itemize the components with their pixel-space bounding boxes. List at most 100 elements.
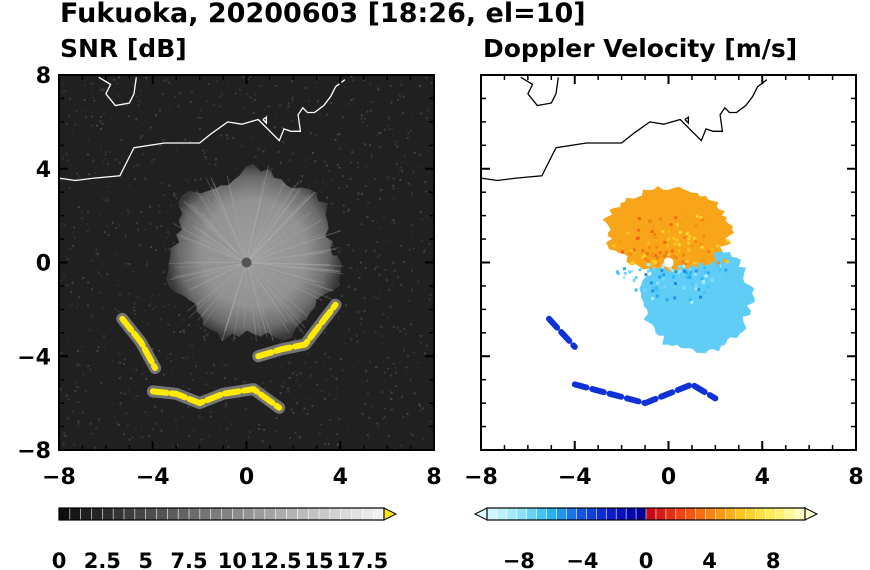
snr-noise-speck [378, 197, 381, 200]
snr-noise-speck [200, 96, 203, 99]
doppler-speck [654, 286, 658, 290]
snr-noise-speck [242, 76, 245, 79]
snr-noise-speck [87, 138, 90, 141]
snr-noise-speck [199, 177, 202, 180]
snr-noise-speck [250, 337, 253, 340]
snr-noise-speck [177, 89, 180, 92]
snr-colorbar-label: 17.5 [336, 549, 388, 570]
snr-noise-speck [259, 84, 262, 87]
snr-colorbar-bin [242, 507, 255, 521]
snr-colorbar-bin [199, 507, 212, 521]
snr-noise-speck [102, 161, 104, 164]
doppler-speck [643, 254, 646, 258]
snr-noise-speck [306, 113, 309, 116]
snr-noise-speck [71, 410, 74, 413]
snr-noise-speck [254, 93, 257, 96]
snr-echo-ray [246, 262, 290, 334]
snr-noise-speck [347, 426, 350, 429]
snr-noise-speck [411, 194, 414, 197]
snr-noise-speck [336, 443, 339, 446]
snr-noise-speck [364, 111, 367, 114]
snr-noise-speck [117, 132, 120, 135]
doppler-speck [649, 268, 653, 272]
snr-noise-speck [390, 398, 393, 400]
doppler-speck [646, 259, 650, 263]
snr-noise-speck [187, 180, 190, 183]
snr-colorbar-bin [221, 507, 234, 521]
snr-echo-ray [197, 262, 247, 321]
snr-noise-speck [291, 152, 294, 155]
snr-noise-speck [61, 157, 64, 160]
snr-colorbar-bin [188, 507, 201, 521]
snr-noise-speck [319, 113, 322, 116]
snr-noise-speck [238, 154, 241, 157]
snr-noise-speck [336, 133, 339, 136]
snr-noise-speck [378, 254, 381, 257]
snr-noise-speck [430, 82, 433, 84]
snr-noise-speck [155, 422, 158, 425]
snr-noise-speck [361, 103, 364, 106]
snr-echo-ray [246, 262, 334, 292]
snr-noise-speck [146, 261, 149, 264]
snr-noise-speck [387, 166, 390, 169]
snr-noise-speck [200, 326, 202, 329]
snr-noise-speck [418, 403, 421, 406]
snr-noise-speck [64, 90, 67, 93]
snr-noise-speck [173, 305, 176, 308]
doppler-speck [665, 298, 669, 302]
snr-noise-speck [387, 398, 390, 401]
snr-noise-speck [121, 153, 124, 156]
snr-noise-speck [71, 281, 74, 284]
velocity-colorbar-bin [625, 507, 637, 521]
snr-noise-speck [260, 339, 263, 342]
snr-noise-speck [154, 305, 157, 308]
snr-echo-ray [170, 262, 247, 281]
snr-noise-speck [403, 328, 406, 331]
snr-noise-speck [377, 257, 380, 260]
snr-noise-speck [405, 182, 408, 184]
doppler-speck [725, 260, 729, 264]
snr-noise-speck [202, 154, 205, 157]
doppler-speck [693, 261, 697, 265]
doppler-speck [699, 216, 703, 219]
snr-noise-speck [316, 76, 319, 79]
snr-noise-speck [404, 373, 407, 376]
snr-noise-speck [140, 211, 143, 213]
snr-noise-speck [173, 331, 176, 333]
snr-noise-speck [399, 360, 402, 363]
snr-noise-speck [141, 373, 144, 376]
snr-noise-speck [271, 337, 274, 340]
doppler-speck [690, 244, 694, 248]
snr-noise-speck [162, 139, 165, 141]
snr-noise-speck [73, 412, 76, 415]
snr-noise-speck [203, 336, 205, 338]
snr-noise-speck [227, 446, 230, 448]
snr-noise-speck [340, 295, 343, 297]
snr-noise-speck [150, 303, 153, 305]
snr-noise-speck [141, 122, 143, 125]
snr-noise-speck [100, 382, 103, 385]
snr-noise-speck [401, 140, 403, 143]
doppler-speck [718, 274, 722, 278]
snr-noise-speck [426, 214, 429, 217]
snr-echo-ray [246, 262, 326, 284]
snr-noise-speck [154, 405, 156, 408]
doppler-speck [662, 259, 666, 263]
snr-noise-speck [274, 430, 277, 433]
snr-noise-speck [319, 104, 322, 107]
snr-noise-speck [170, 373, 173, 375]
snr-noise-speck [411, 97, 414, 100]
snr-noise-speck [130, 288, 133, 291]
snr-noise-speck [320, 390, 323, 393]
snr-noise-speck [378, 189, 381, 192]
snr-noise-speck [381, 335, 384, 337]
snr-noise-speck [394, 419, 397, 421]
snr-noise-speck [378, 273, 381, 276]
velocity-colorbar-bin [586, 507, 598, 521]
snr-noise-speck [65, 394, 68, 397]
snr-noise-speck [199, 116, 202, 119]
snr-noise-speck [287, 390, 290, 393]
snr-noise-speck [119, 362, 122, 364]
snr-colorbar-label: 0 [52, 549, 67, 570]
snr-noise-speck [415, 190, 418, 192]
